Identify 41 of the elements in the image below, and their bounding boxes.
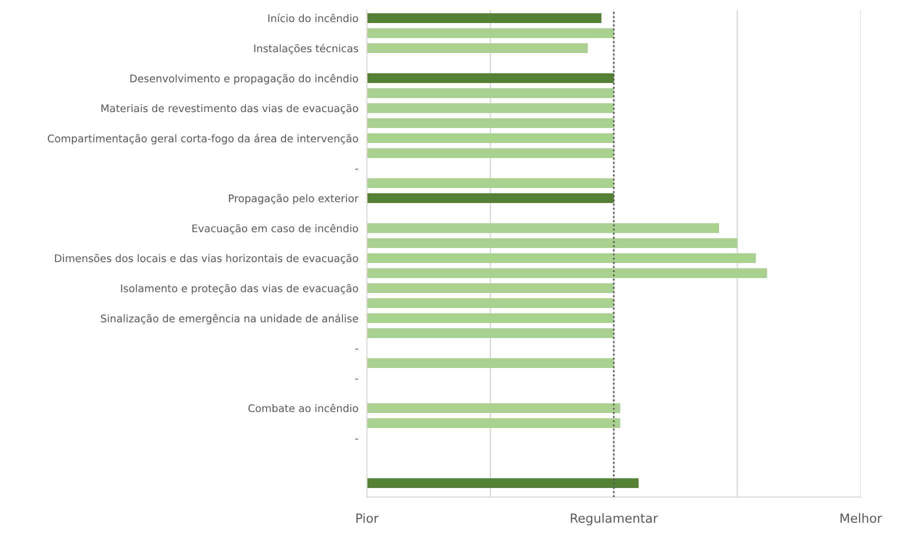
bar [366, 313, 614, 323]
y-tick-label: - [355, 348, 358, 350]
y-tick-label: - [355, 438, 358, 440]
bar [366, 118, 614, 128]
y-tick-label: Compartimentação geral corta-fogo da área de intervenção [48, 134, 358, 144]
bar [366, 268, 768, 278]
bar [366, 103, 614, 113]
y-tick-label: Propagação pelo exterior [228, 194, 359, 204]
y-tick-label: Instalações técnicas [254, 44, 358, 54]
y-tick-label: Materiais de revestimento das vias de evacuação [101, 104, 358, 114]
bar [366, 328, 614, 338]
y-tick-label: Sinalização de emergência na unidade de análise [100, 314, 358, 324]
bar [366, 193, 614, 203]
y-tick-label: Desenvolvimento e propagação do incêndio [130, 74, 358, 84]
text: Melhor [840, 513, 882, 523]
bar [366, 298, 614, 308]
ref-line-label: Regulamentar [570, 513, 658, 526]
bar [366, 43, 588, 53]
bar [366, 178, 614, 188]
y-tick-label: - [355, 378, 358, 380]
bar [366, 28, 614, 38]
text: Pior [356, 513, 379, 523]
bar [366, 478, 639, 488]
bar [366, 238, 738, 248]
bar [366, 358, 614, 368]
y-tick-label: Dimensões dos locais e das vias horizontais de evacuação [55, 254, 358, 264]
y-tick-label: Combate ao incêndio [248, 404, 358, 412]
y-tick-label: - [355, 168, 358, 170]
y-tick-label: Evacuação em caso de incêndio [192, 224, 358, 234]
bar [366, 283, 614, 293]
bar [366, 133, 614, 143]
bar [366, 13, 602, 23]
bar [366, 148, 614, 158]
bar [366, 223, 720, 233]
y-tick-label: Início do incêndio [268, 14, 358, 22]
bar [366, 88, 614, 98]
bar [366, 73, 614, 83]
bar [366, 253, 756, 263]
bar [366, 418, 620, 428]
y-tick-label: Isolamento e proteção das vias de evacuação [121, 284, 358, 294]
bar [366, 403, 620, 413]
